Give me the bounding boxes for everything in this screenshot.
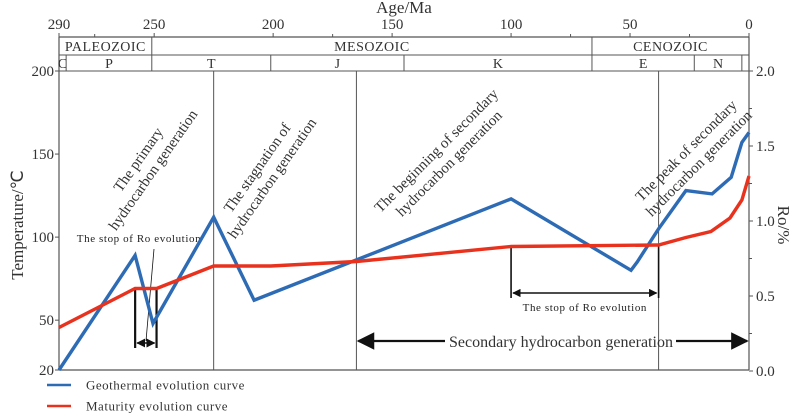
x-tick-label: 250	[143, 17, 166, 33]
legend-label: Maturity evolution curve	[86, 399, 228, 414]
era-band: PALEOZOIC MESOZOIC CENOZOIC	[65, 37, 708, 55]
y-tick-label: 50	[39, 313, 54, 329]
period-label: C	[58, 57, 67, 72]
x-axis-title: Age/Ma	[376, 0, 432, 17]
y-tick-label: 200	[32, 64, 55, 80]
legend: Geothermal evolution curve Maturity evolu…	[47, 378, 245, 414]
x-tick-label: 200	[262, 17, 285, 33]
ro-stop-markers: The stop of Ro evolution The stop of Ro e…	[77, 233, 749, 351]
stage-annotations: The primaryhydrocarbon generation The sta…	[91, 86, 756, 242]
series-lines	[57, 131, 751, 371]
y-tick-label: 150	[32, 147, 55, 163]
y2-tick-label: 1.5	[756, 139, 775, 155]
stage-annotation: The primaryhydrocarbon generation	[91, 97, 201, 234]
x-tick-label: 0	[745, 17, 753, 33]
stage-annotation: The stagnation ofhydrocarbon generation	[210, 105, 320, 242]
x-tick-label: 50	[623, 17, 638, 33]
x-tick-label: 290	[48, 17, 71, 33]
period-label: T	[207, 57, 216, 72]
geothermal-curve	[57, 131, 751, 371]
period-label: N	[713, 57, 723, 72]
period-label: E	[639, 57, 648, 72]
ro-stop-1-leader-line	[145, 248, 155, 342]
era-label: MESOZOIC	[334, 40, 410, 55]
era-label: CENOZOIC	[633, 40, 708, 55]
secondary-gen-label: Secondary hydrocarbon generation	[449, 334, 673, 351]
ro-stop-1-label: The stop of Ro evolution	[77, 233, 201, 245]
annotation-line-1: The beginning of secondary	[372, 86, 502, 216]
y-ticks: 20 50 100 150 200	[32, 64, 59, 379]
y-axis-title: Temperature/℃	[8, 170, 27, 279]
annotation-line-1: The peak of secondary	[633, 97, 741, 205]
ro-stop-2-label: The stop of Ro evolution	[523, 302, 647, 314]
stage-dividers	[213, 71, 660, 370]
y-tick-label: 20	[39, 363, 54, 379]
y2-tick-label: 0.5	[756, 289, 775, 305]
x-tick-label: 150	[381, 17, 404, 33]
legend-label: Geothermal evolution curve	[86, 378, 245, 393]
maturity-curve	[58, 175, 751, 330]
x-ticks: 290 250 200 150 100 50 0	[48, 17, 753, 37]
y-tick-label: 100	[32, 230, 55, 246]
x-tick-label: 100	[500, 17, 523, 33]
y2-tick-label: 0.0	[756, 364, 775, 380]
era-label: PALEOZOIC	[65, 40, 146, 55]
y2-ticks: 0.0 0.5 1.0 1.5 2.0	[749, 64, 775, 380]
period-label: P	[105, 57, 113, 72]
period-label: J	[335, 57, 341, 72]
y2-tick-label: 1.0	[756, 214, 775, 230]
annotation-line-2: hydrocarbon generation	[393, 107, 506, 220]
period-label: K	[493, 57, 503, 72]
y2-tick-label: 2.0	[756, 64, 775, 80]
y2-axis-title: Ro/%	[774, 206, 793, 245]
